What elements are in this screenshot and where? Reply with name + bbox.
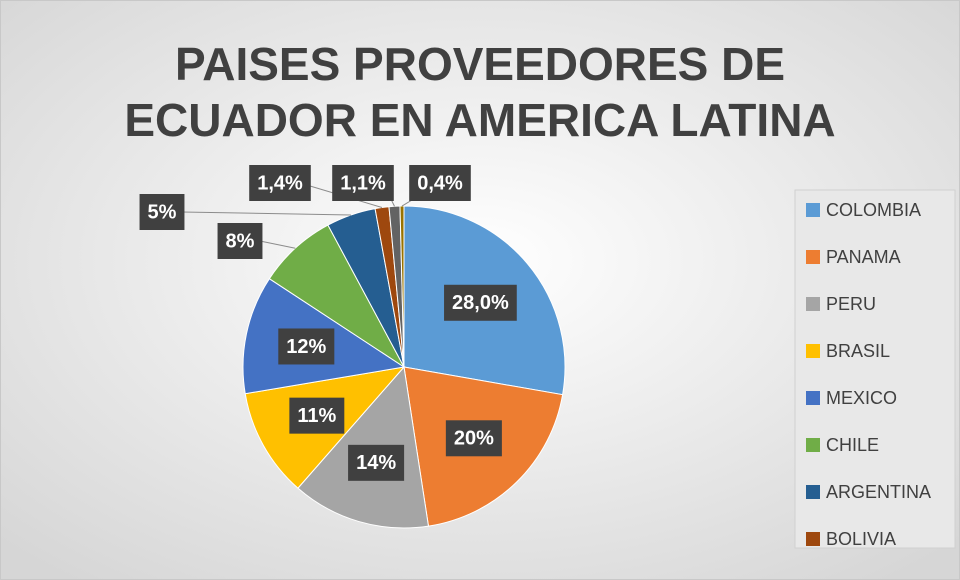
chart-title: PAISES PROVEEDORES DE ECUADOR EN AMERICA… — [124, 38, 836, 146]
legend-box — [794, 189, 956, 549]
legend-swatch — [806, 485, 820, 499]
data-label: 20% — [445, 420, 502, 457]
data-label-text: 0,4% — [417, 172, 463, 194]
data-label: 8% — [217, 223, 263, 259]
legend-swatch — [806, 438, 820, 452]
data-label: 14% — [348, 444, 405, 481]
data-label: 28,0% — [444, 284, 517, 321]
data-label-box — [348, 444, 405, 481]
data-label-box — [217, 223, 263, 259]
legend-swatch — [806, 297, 820, 311]
legend-swatch — [806, 250, 820, 264]
data-label: 1,4% — [249, 165, 311, 201]
data-label-box — [139, 194, 185, 230]
legend-label: PERU — [826, 294, 876, 314]
data-label-box — [409, 165, 471, 201]
legend-swatch — [806, 203, 820, 217]
data-label-box — [332, 165, 394, 201]
data-label: 11% — [289, 397, 345, 434]
data-label-text: 14% — [356, 452, 396, 474]
data-label-box — [444, 284, 517, 321]
legend-swatch — [806, 344, 820, 358]
legend-swatch — [806, 391, 820, 405]
legend-label: ARGENTINA — [826, 482, 931, 502]
legend-label: BRASIL — [826, 341, 890, 361]
data-label: 5% — [139, 194, 185, 230]
data-label-text: 20% — [454, 428, 494, 450]
data-label-text: 1,1% — [340, 172, 386, 194]
data-label: 1,1% — [332, 165, 394, 201]
legend-label: COLOMBIA — [826, 200, 921, 220]
legend-swatch — [806, 532, 820, 546]
leader-line — [259, 240, 296, 249]
legend-label: MEXICO — [826, 388, 897, 408]
data-label-box — [289, 397, 345, 434]
data-label-box — [249, 165, 311, 201]
data-label-text: 8% — [226, 230, 255, 252]
data-label: 12% — [278, 328, 335, 365]
data-label-text: 12% — [286, 336, 326, 358]
data-label-text: 5% — [148, 201, 177, 223]
data-label: 0,4% — [409, 165, 471, 201]
leader-line — [181, 211, 351, 216]
legend-label: BOLIVIA — [826, 529, 896, 549]
data-label-box — [278, 328, 335, 365]
legend-label: CHILE — [826, 435, 879, 455]
data-label-text: 1,4% — [257, 172, 303, 194]
pie-slice — [399, 205, 405, 368]
data-label-text: 11% — [297, 405, 336, 427]
data-label-box — [445, 420, 502, 457]
legend-label: PANAMA — [826, 247, 901, 267]
data-label-text: 28,0% — [452, 292, 509, 314]
